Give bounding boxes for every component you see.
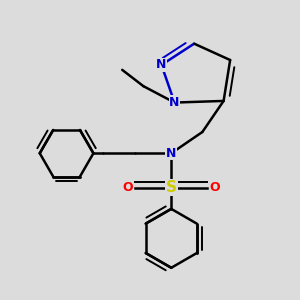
Text: N: N (156, 58, 167, 71)
Text: S: S (166, 180, 177, 195)
Text: N: N (169, 96, 180, 109)
Text: O: O (209, 181, 220, 194)
Text: N: N (166, 147, 176, 160)
Text: O: O (123, 181, 134, 194)
